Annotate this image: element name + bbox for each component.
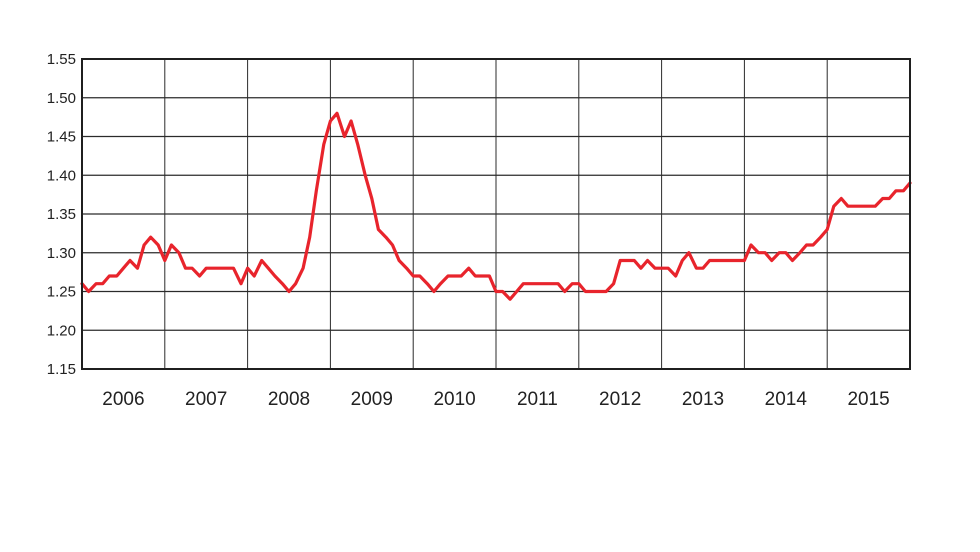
y-tick-label: 1.25 [47, 284, 76, 301]
x-tick-label: 2007 [185, 389, 227, 410]
x-tick-label: 2013 [682, 389, 724, 410]
x-tick-label: 2006 [102, 389, 144, 410]
plot-frame [81, 58, 911, 370]
series-layer [80, 111, 912, 301]
x-tick-label: 2014 [765, 389, 808, 410]
y-tick-label: 1.20 [47, 322, 76, 339]
y-axis-ticks: 1.15 1.20 1.25 1.30 1.35 1.40 1.45 1.50 1.55 [47, 51, 76, 378]
series-line [80, 111, 912, 301]
y-tick-label: 1.50 [47, 90, 76, 107]
grid-layer [82, 58, 910, 370]
x-tick-label: 2010 [433, 389, 475, 410]
y-tick-label: 1.40 [47, 167, 76, 184]
y-tick-label: 1.55 [47, 51, 76, 68]
x-tick-label: 2012 [599, 389, 641, 410]
y-tick-label: 1.35 [47, 206, 76, 223]
x-axis-ticks: 2006 2007 2008 2009 2010 2011 2012 2013 2014 2015 [102, 389, 889, 410]
y-tick-label: 1.45 [47, 129, 76, 146]
x-tick-label: 2009 [351, 389, 393, 410]
x-tick-label: 2015 [847, 389, 889, 410]
y-tick-label: 1.15 [47, 361, 76, 378]
y-tick-label: 1.30 [47, 245, 76, 262]
x-tick-label: 2008 [268, 389, 310, 410]
x-tick-label: 2011 [517, 389, 558, 410]
